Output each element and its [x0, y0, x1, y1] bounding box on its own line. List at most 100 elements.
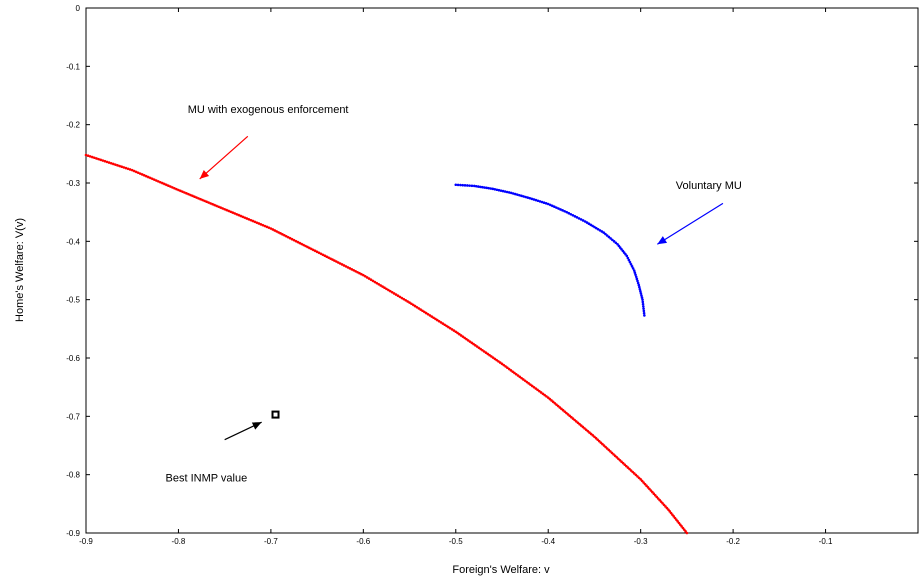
data-point	[227, 209, 230, 213]
data-point	[529, 383, 532, 386]
data-point	[275, 230, 278, 233]
data-point	[118, 164, 121, 168]
data-point	[199, 197, 202, 201]
data-point	[470, 184, 474, 188]
annotation-label: MU with exogenous enforcement	[188, 104, 349, 116]
data-point	[518, 193, 521, 197]
data-point	[292, 238, 296, 242]
data-point	[130, 168, 134, 172]
data-point	[450, 328, 454, 331]
data-point	[629, 262, 633, 266]
data-point	[526, 196, 529, 199]
data-point	[91, 155, 94, 159]
data-point	[543, 393, 546, 397]
data-point	[642, 305, 645, 308]
data-point	[367, 277, 371, 280]
data-point	[116, 164, 119, 167]
data-point	[563, 209, 566, 213]
data-point	[507, 367, 511, 371]
annotation-2: Best INMP value	[166, 421, 262, 485]
data-point	[634, 275, 638, 279]
data-point	[685, 531, 689, 535]
data-point	[497, 188, 501, 192]
data-point	[447, 325, 450, 329]
data-point	[466, 184, 469, 187]
data-point	[261, 223, 265, 227]
annotation-arrow-line	[199, 135, 249, 180]
data-point	[445, 324, 448, 328]
data-point	[511, 192, 515, 195]
data-point	[604, 232, 607, 236]
data-point	[151, 177, 154, 181]
data-point	[215, 204, 218, 208]
data-point	[86, 154, 90, 157]
data-point	[633, 271, 637, 274]
data-point	[317, 251, 321, 255]
data-point	[348, 267, 352, 270]
data-point	[499, 189, 503, 192]
data-point	[612, 240, 616, 243]
data-point	[551, 204, 554, 208]
data-point	[625, 254, 629, 258]
data-point	[245, 217, 249, 220]
data-point	[363, 275, 367, 278]
data-point	[352, 269, 356, 272]
data-point	[201, 198, 204, 202]
data-point	[144, 174, 148, 178]
data-point	[249, 218, 253, 222]
data-point	[443, 323, 446, 327]
data-point	[571, 213, 575, 217]
data-point	[506, 366, 509, 370]
data-point	[323, 254, 327, 258]
data-point	[95, 157, 98, 160]
data-point	[501, 189, 505, 193]
data-point	[149, 176, 152, 180]
data-point	[631, 267, 635, 270]
data-point	[396, 294, 400, 298]
data-point	[161, 181, 164, 185]
data-point	[413, 304, 417, 308]
data-point	[273, 229, 277, 232]
data-point	[632, 269, 636, 272]
data-point	[286, 235, 290, 239]
data-point	[607, 235, 611, 239]
data-point	[639, 290, 642, 293]
data-point	[97, 157, 100, 161]
data-point	[173, 186, 176, 190]
data-point	[638, 287, 642, 291]
data-point	[251, 219, 255, 223]
data-point	[181, 190, 184, 193]
data-point	[565, 210, 569, 214]
data-point	[290, 237, 294, 241]
data-point	[177, 188, 180, 192]
data-point	[122, 166, 126, 169]
data-point	[602, 231, 605, 234]
data-point	[461, 183, 465, 187]
data-point	[527, 382, 530, 385]
data-point	[573, 215, 577, 218]
data-point	[157, 180, 160, 183]
data-point	[350, 268, 354, 271]
data-point	[487, 186, 490, 190]
data-point	[308, 246, 311, 250]
annotation-label: Voluntary MU	[676, 180, 742, 192]
data-point	[636, 279, 639, 283]
data-point	[235, 212, 239, 216]
data-point	[544, 202, 548, 205]
data-point	[539, 391, 543, 394]
data-point	[394, 293, 398, 296]
data-point	[219, 206, 222, 209]
annotation-label: Best INMP value	[166, 473, 248, 485]
data-point	[402, 297, 406, 301]
data-point	[342, 264, 346, 267]
data-point	[636, 281, 640, 285]
data-point	[640, 294, 643, 297]
data-point	[120, 165, 124, 169]
data-point	[641, 298, 644, 301]
data-point	[267, 226, 271, 229]
data-point	[441, 322, 445, 325]
data-point	[540, 200, 544, 204]
plot-frame	[85, 7, 919, 534]
data-point	[126, 167, 130, 171]
data-point	[163, 182, 166, 186]
